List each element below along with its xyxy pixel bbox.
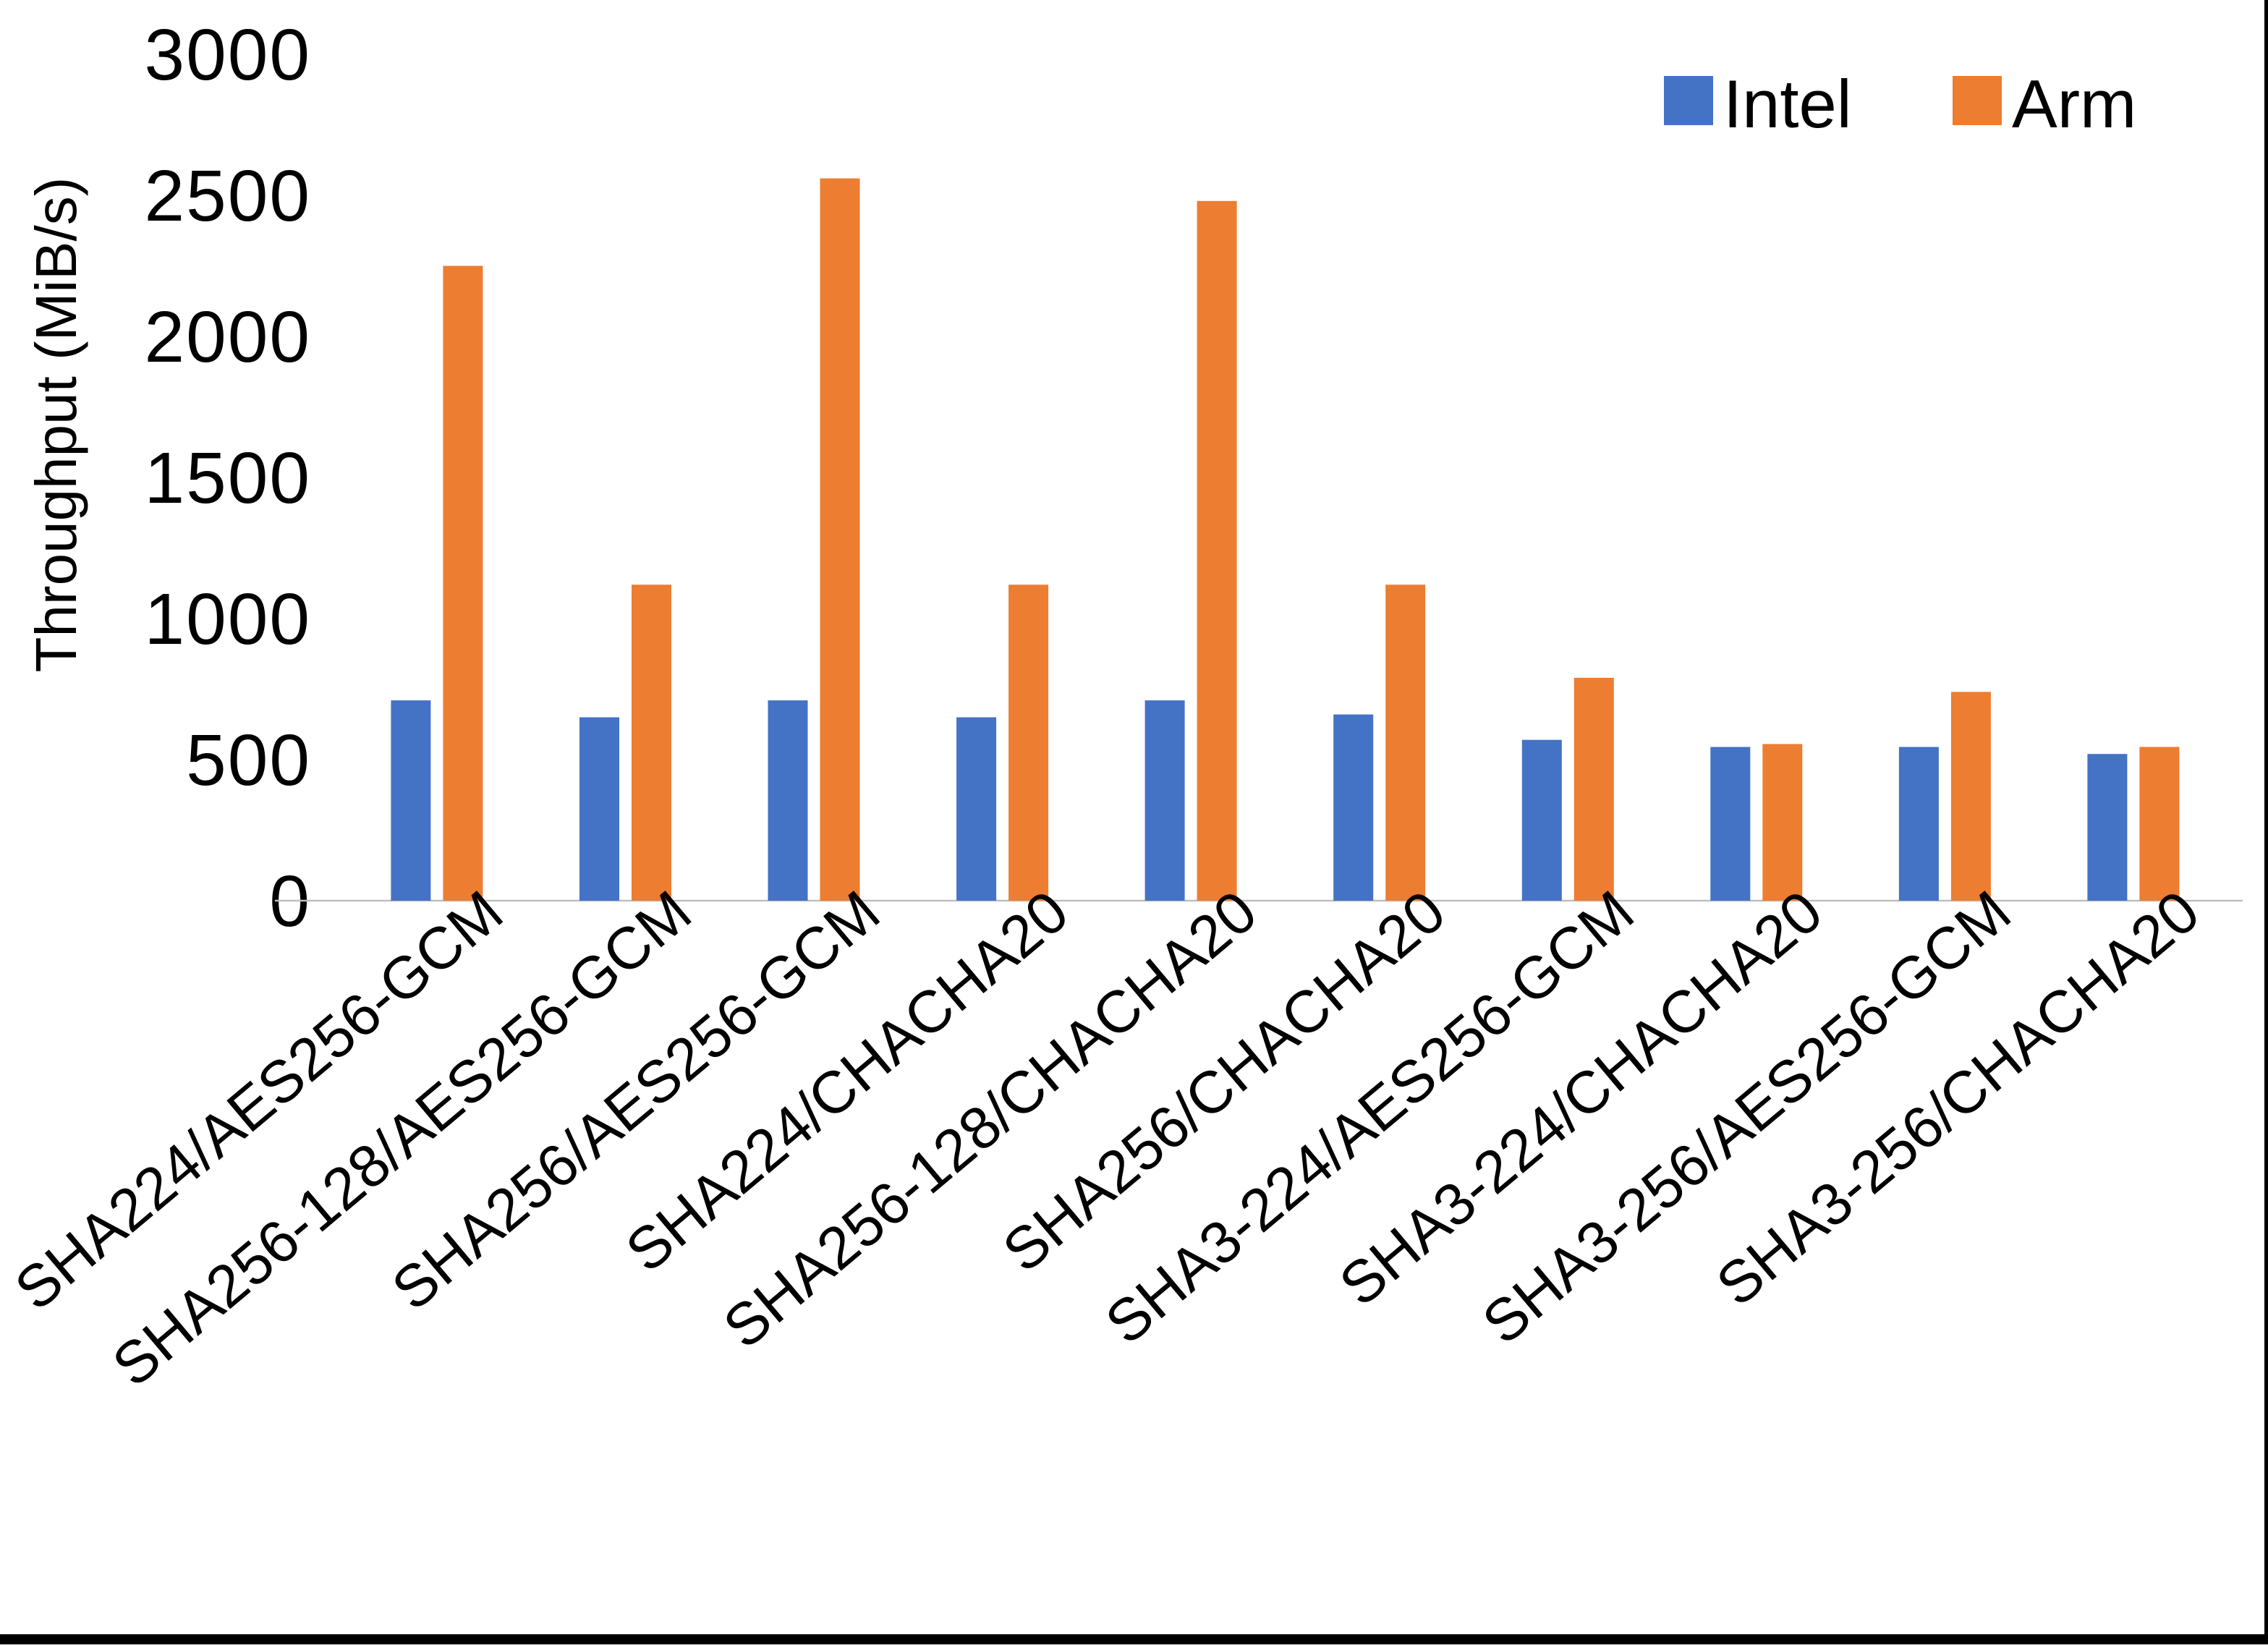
svg-text:1500: 1500 (145, 438, 311, 519)
svg-text:Throughput (MiB/s): Throughput (MiB/s) (24, 177, 88, 673)
svg-text:Arm: Arm (2012, 66, 2136, 142)
svg-text:500: 500 (186, 720, 311, 801)
svg-text:1000: 1000 (145, 579, 311, 660)
svg-text:2500: 2500 (145, 156, 311, 237)
svg-text:2000: 2000 (145, 297, 311, 378)
svg-text:3000: 3000 (145, 14, 311, 95)
svg-text:Intel: Intel (1723, 66, 1852, 142)
